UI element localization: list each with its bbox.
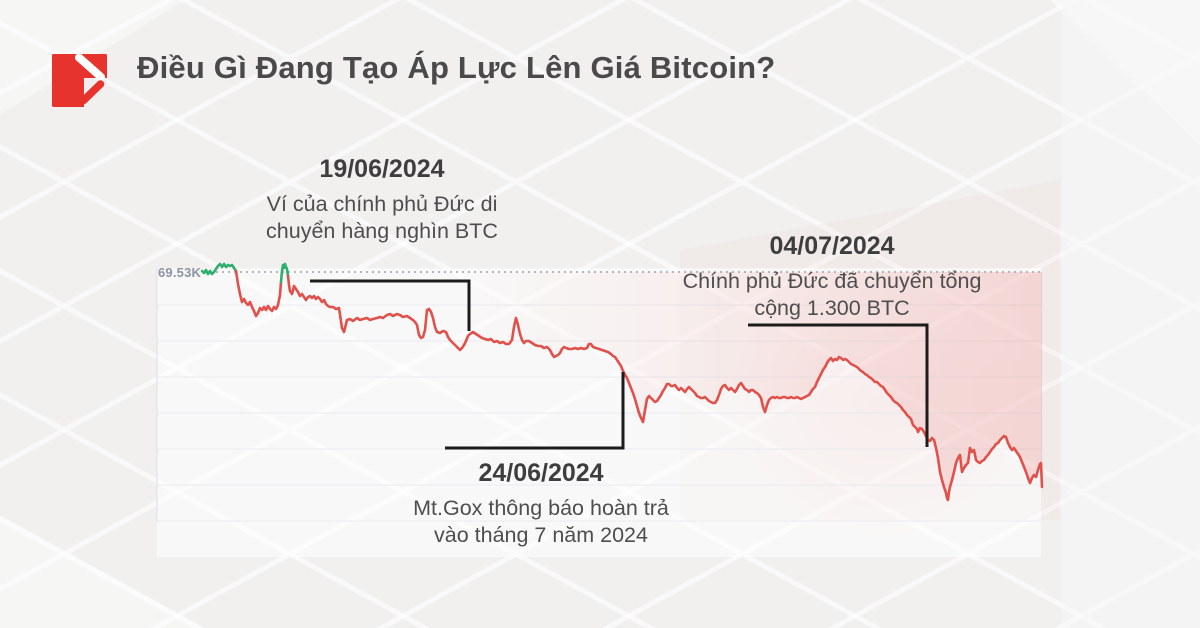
annotation-german-wallet-move: 19/06/2024 Ví của chính phủ Đức di chuyể… (266, 155, 498, 245)
annotation-text-line: Ví của chính phủ Đức di (266, 192, 498, 216)
brand-logo (52, 54, 107, 107)
annotation-text-line: Chính phủ Đức đã chuyển tổng (682, 269, 982, 293)
annotation-text-line: chuyển hàng nghìn BTC (266, 219, 498, 243)
annotation-date: 24/06/2024 (478, 459, 604, 487)
page-title: Điều Gì Đang Tạo Áp Lực Lên Giá Bitcoin? (137, 50, 776, 85)
loss-area-fill (455, 272, 1042, 500)
annotation-date: 19/06/2024 (319, 155, 445, 183)
right-band-highlight (1062, 0, 1200, 628)
price-line-down (234, 269, 283, 318)
annotation-callout-bracket (748, 323, 929, 447)
annotation-mtgox-repayment: 24/06/2024 Mt.Gox thông báo hoàn trả vào… (413, 459, 669, 549)
annotation-text-line: Mt.Gox thông báo hoàn trả (413, 496, 669, 520)
price-line-down (286, 274, 1044, 502)
annotation-german-transfer-total: 04/07/2024 Chính phủ Đức đã chuyển tổng … (683, 232, 982, 322)
price-axis-label: 69.53K (158, 265, 202, 280)
annotation-text-line: vào tháng 7 năm 2024 (434, 523, 648, 547)
annotation-callout-bracket (310, 279, 471, 331)
corner-highlight-bottom-left (0, 515, 205, 628)
price-line-up (279, 262, 290, 284)
annotation-text-line: cộng 1.300 BTC (754, 296, 910, 320)
annotation-callout-bracket (445, 372, 625, 450)
brand-logo-icon (52, 54, 107, 107)
price-line-up (200, 262, 238, 276)
annotation-date: 04/07/2024 (769, 232, 895, 260)
